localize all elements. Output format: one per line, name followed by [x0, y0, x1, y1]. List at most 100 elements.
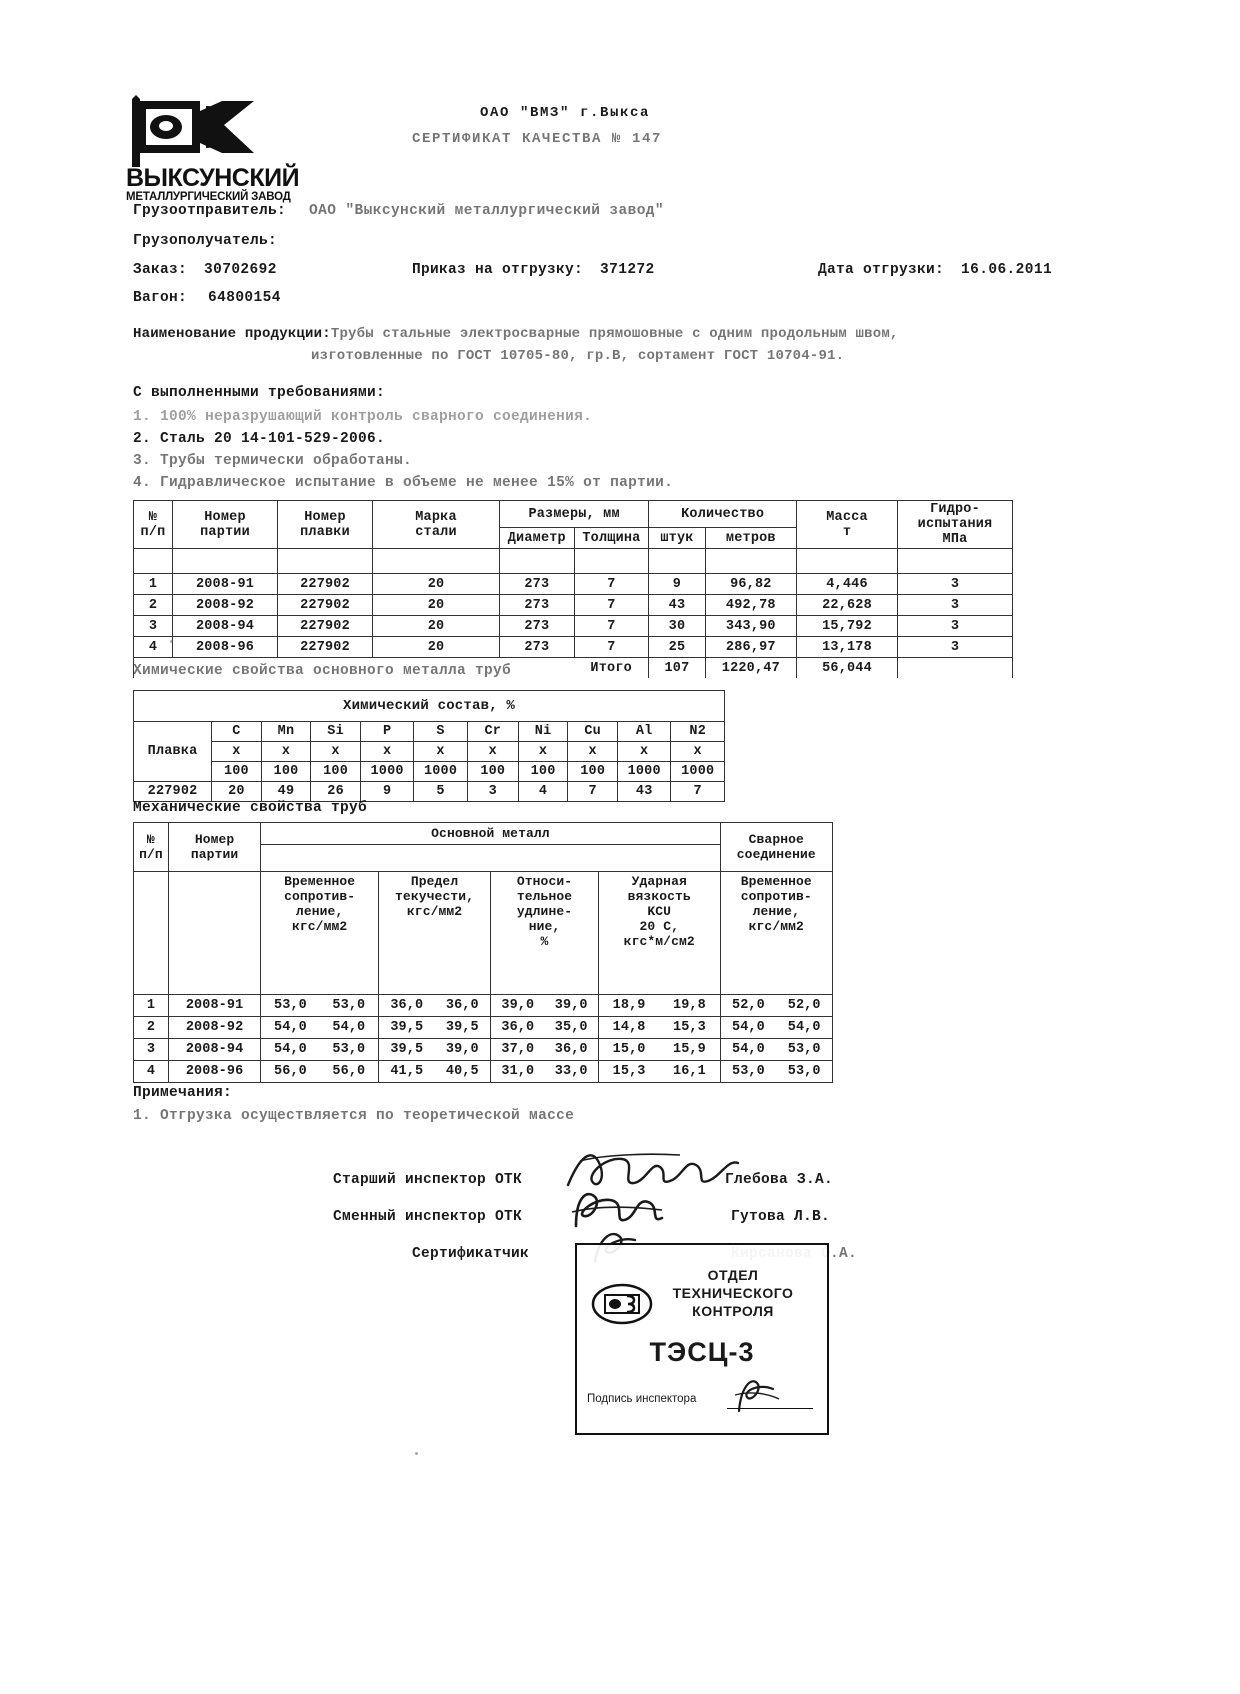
wagon-row: Вагон: 64800154 [133, 290, 281, 306]
col-pieces: штук [648, 527, 706, 549]
scan-speckle [415, 1452, 418, 1455]
product-label: Наименование продукции: [133, 326, 331, 342]
mech-header-row-1: № п/п Номер партии Основной металл Сварн… [133, 821, 834, 872]
cell-mass: 4,446 [796, 573, 898, 595]
cell-mass: 15,792 [796, 615, 898, 637]
order-value: 30702692 [204, 262, 277, 278]
table-row: 3 2008-94 227902 20 273 7 30 343,90 15,7… [133, 615, 1013, 637]
mech-elong-a: 31,0 [501, 1064, 535, 1079]
ship-date-value: 16.06.2011 [961, 262, 1053, 278]
cell-heat: 227902 [277, 615, 373, 637]
mech-cell-elong: 36,0 35,0 [490, 1016, 599, 1039]
chem-mult-Al: 1000 [616, 761, 672, 782]
mech-tensile-a: 54,0 [274, 1042, 307, 1057]
col-no: № п/п [133, 500, 173, 549]
table-row: 227902 20 49 26 9 5 3 4 7 43 7 [132, 781, 725, 802]
chem-mult-N2: 1000 [670, 761, 725, 782]
mech-tensile-b: 56,0 [332, 1064, 366, 1079]
cell-hydro: 3 [897, 615, 1013, 637]
chem-mult-Si: 100 [310, 761, 361, 782]
mech-impact-b: 15,9 [673, 1042, 706, 1057]
cell-lot: 2008-94 [172, 615, 278, 637]
chem-mult-P: 1000 [359, 761, 415, 782]
col-no-top: № [148, 509, 158, 525]
cell-meters: 286,97 [704, 636, 798, 658]
chem-val-Cr: 3 [466, 781, 519, 802]
col-lot-bottom: партии [200, 524, 250, 540]
mech-weld-b: 52,0 [787, 998, 821, 1013]
chem-val-Mn: 49 [260, 781, 312, 802]
mech-cell-lot: 2008-91 [167, 994, 262, 1017]
chem-sign-Ni: х [517, 741, 569, 762]
ship-date-row: Дата отгрузки: 16.06.2011 [818, 262, 1052, 278]
order-label: Заказ: [133, 262, 188, 278]
mech-weld-b: 53,0 [787, 1064, 821, 1079]
pipes-total-row: Итого 107 1220,47 56,044 [133, 657, 1013, 678]
pipes-header-row-2: Диаметр Толщина штук метров [134, 527, 1013, 549]
shipper-value: ОАО "Выксунский металлургический завод" [309, 203, 665, 219]
col-no-bottom: п/п [140, 524, 166, 540]
mech-col-impact: Ударная вязкость KCU 20 C, кгс*м/см2 [597, 871, 721, 995]
stamp-line-2: ТЕХНИЧЕСКОГО [672, 1285, 794, 1301]
consignee-label: Грузополучатель: [133, 233, 278, 249]
total-label: Итого [574, 657, 650, 678]
mech-yield-a: 39,5 [390, 1042, 424, 1057]
col-sizes: Размеры, мм [498, 500, 650, 528]
note-item-1: 1. Отгрузка осуществляется по теоретичес… [133, 1108, 575, 1124]
cell-grade: 20 [372, 573, 500, 595]
mech-cell-elong: 37,0 36,0 [490, 1038, 599, 1061]
mech-elong-b: 33,0 [554, 1064, 588, 1079]
mech-cell-yield: 41,5 40,5 [377, 1060, 492, 1083]
chem-element-row: Плавка C Mn Si P S Cr Ni Cu Al N2 [132, 721, 725, 782]
mech-col-lot-top: Номер [194, 832, 235, 847]
col-mass-top: Масса [826, 509, 868, 525]
chem-val-N2: 7 [670, 781, 725, 802]
cell-no: 1 [133, 573, 173, 595]
mech-col-weld-tensile: Временное сопротив- ление, кгс/мм2 [719, 871, 834, 995]
product-line-2: изготовленные по ГОСТ 10705-80, гр.В, со… [311, 348, 845, 364]
total-mass: 56,044 [796, 657, 898, 678]
chem-el-S: S [413, 721, 468, 742]
cell-thickness: 7 [573, 615, 650, 637]
vmz-logo-icon [126, 93, 256, 167]
requirements-title: С выполненными требованиями: [133, 385, 386, 401]
chem-mult-C: 100 [211, 761, 262, 782]
signature-name-1: Гутова Л.В. [731, 1209, 831, 1225]
mech-header-row-spacer [134, 844, 833, 872]
col-grade-bottom: стали [415, 524, 457, 540]
cell-heat: 227902 [277, 573, 373, 595]
stamp-shop-code: ТЭСЦ-3 [649, 1337, 755, 1367]
cell-diameter: 273 [499, 636, 575, 658]
chem-mult-Cu: 100 [567, 761, 618, 782]
col-mass: Масса т [796, 500, 898, 549]
chem-section-title: Химические свойства основного металла тр… [133, 663, 512, 679]
cell-thickness: 7 [573, 594, 650, 616]
total-pieces: 107 [648, 657, 706, 678]
col-diameter: Диаметр [499, 527, 575, 549]
mech-impact-b: 16,1 [673, 1064, 706, 1079]
mech-yield-a: 39,5 [390, 1020, 424, 1035]
cell-thickness: 7 [573, 636, 650, 658]
cell-hydro: 3 [897, 594, 1013, 616]
mech-cell-weld: 52,0 52,0 [719, 994, 834, 1017]
mech-weld-a: 54,0 [732, 1042, 765, 1057]
mech-yield-b: 40,5 [445, 1064, 479, 1079]
mech-col-base-metal: Основной металл [260, 821, 721, 846]
signature-name-0: Глебова З.А. [725, 1172, 834, 1188]
chem-sign-Cu: х [567, 741, 618, 762]
col-grade-top: Марка [415, 509, 457, 525]
stamp-line-1: ОТДЕЛ [707, 1267, 759, 1283]
table-row: 3 2008-94 54,0 53,0 39,5 39,0 37,0 36,0 15,… [133, 1038, 834, 1061]
logo-word-sub: МЕТАЛЛУРГИЧЕСКИЙ ЗАВОД [126, 191, 291, 203]
requirement-item-4: 4. Гидравлическое испытание в объеме не … [133, 475, 674, 491]
mech-elong-b: 36,0 [554, 1042, 588, 1057]
cell-mass: 13,178 [796, 636, 898, 658]
mech-cell-yield: 36,0 36,0 [377, 994, 492, 1017]
chem-sign-P: х [359, 741, 415, 762]
chem-caption: Химический состав, % [133, 690, 725, 722]
cell-diameter: 273 [499, 615, 575, 637]
table-row: 4 2008-96 227902 20 273 7 25 286,97 13,1… [133, 636, 1013, 658]
mech-col-weld-top: Сварное [748, 832, 804, 847]
table-row: 2 2008-92 227902 20 273 7 43 492,78 22,6… [133, 594, 1013, 616]
mech-yield-b: 39,0 [445, 1042, 479, 1057]
